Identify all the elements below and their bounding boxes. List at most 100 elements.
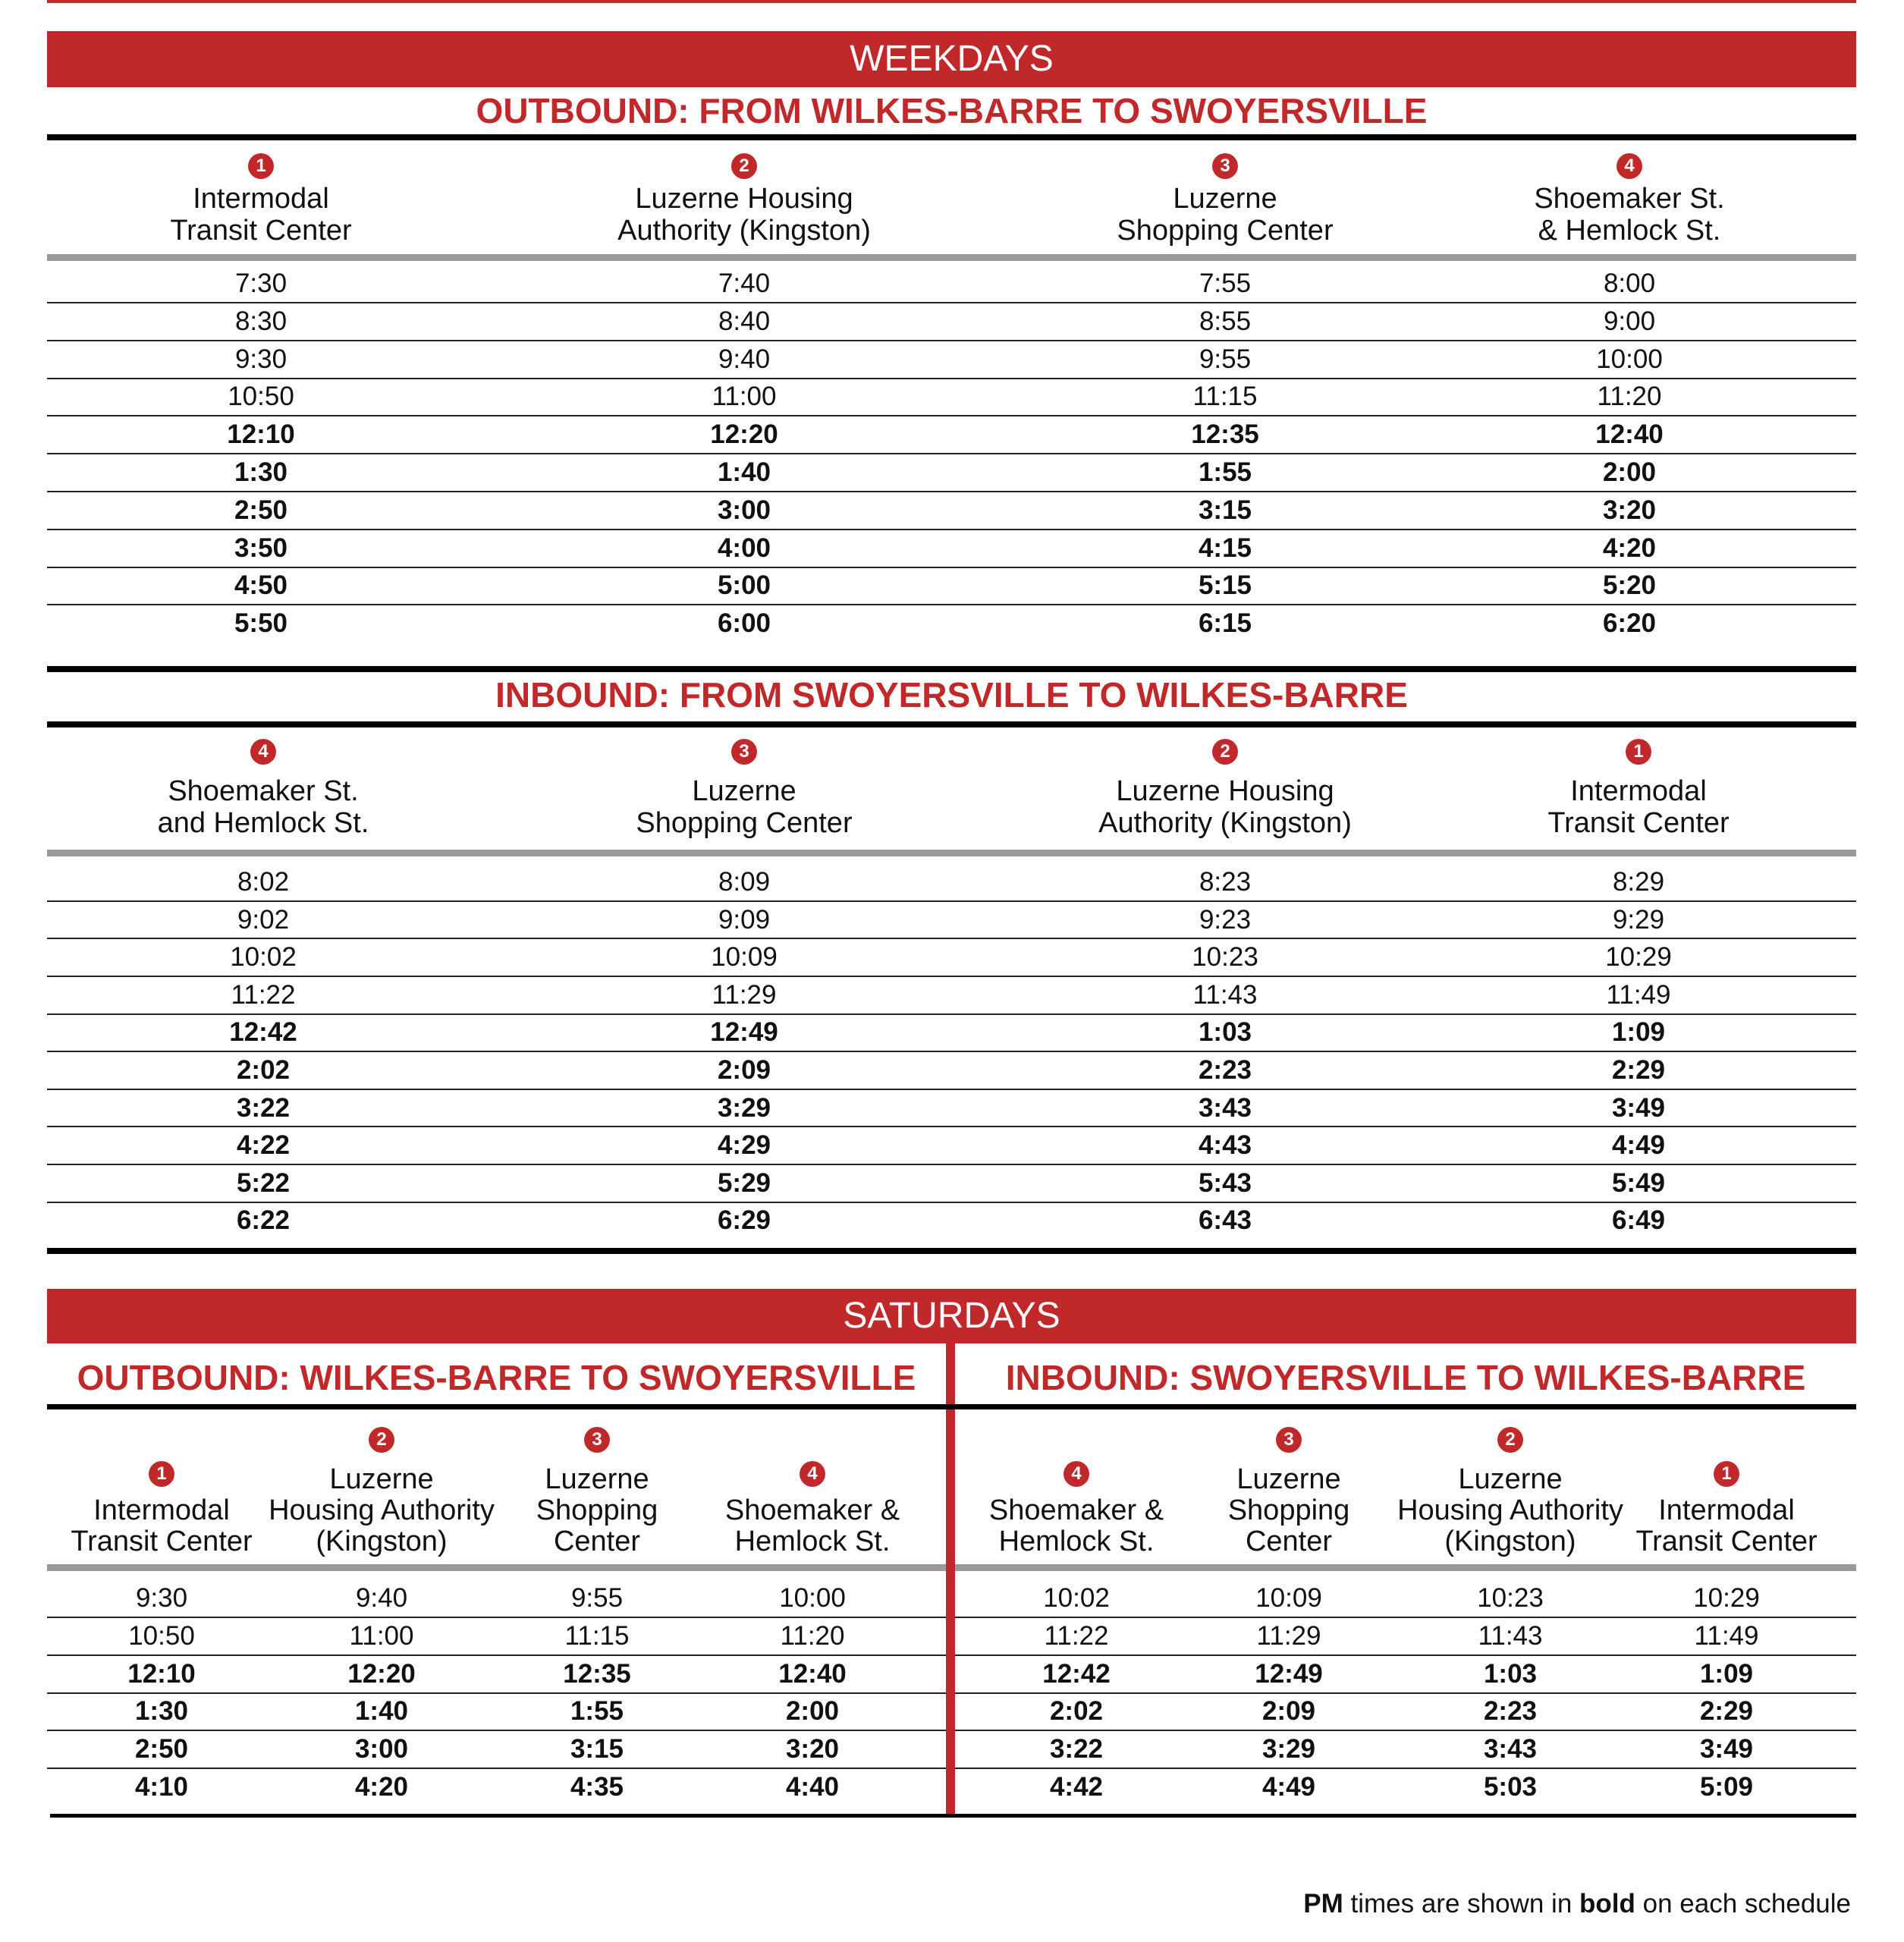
time-cell: 3:15 — [1198, 495, 1252, 525]
time-cell: 10:29 — [1605, 942, 1672, 973]
time-cell: 1:30 — [234, 457, 288, 487]
time-cell: 3:29 — [1261, 1734, 1316, 1764]
time-cell: 3:20 — [785, 1734, 840, 1764]
time-cell: 2:09 — [1261, 1696, 1316, 1727]
stop-number-badge: 4 — [1064, 1461, 1089, 1487]
row-divider — [955, 1730, 1856, 1732]
stop-name: Housing Authority — [1397, 1494, 1623, 1526]
time-cell: 12:35 — [1191, 420, 1259, 450]
time-cell: 1:40 — [354, 1696, 409, 1727]
time-cell: 4:29 — [717, 1130, 771, 1161]
stop-number-badge: 1 — [1714, 1461, 1739, 1487]
header-rule — [955, 1564, 1856, 1571]
stop-name: Intermodal — [93, 1494, 230, 1526]
time-cell: 8:30 — [234, 306, 287, 336]
time-cell: 12:20 — [347, 1658, 416, 1689]
time-cell: 10:50 — [228, 382, 294, 412]
time-cell: 11:43 — [1192, 979, 1258, 1010]
stop-name: Intermodal — [1570, 775, 1707, 807]
divider — [50, 1814, 1856, 1818]
time-cell: 11:43 — [1478, 1620, 1543, 1651]
top-rule — [47, 0, 1856, 3]
time-cell: 2:00 — [1602, 457, 1657, 487]
time-cell: 11:22 — [1044, 1620, 1109, 1651]
stop-name: Shoemaker & — [988, 1494, 1164, 1526]
time-cell: 10:23 — [1192, 942, 1258, 973]
stop-number-badge: 1 — [248, 153, 274, 179]
time-cell: 2:23 — [1483, 1696, 1538, 1727]
stop-name: Shoemaker St. — [168, 775, 359, 807]
time-cell: 4:49 — [1611, 1130, 1666, 1161]
time-cell: 8:00 — [1603, 269, 1656, 298]
time-cell: 1:40 — [717, 457, 771, 487]
time-cell: 9:55 — [570, 1583, 624, 1613]
time-cell: 5:15 — [1198, 570, 1252, 601]
row-divider — [47, 604, 1856, 606]
time-cell: 11:20 — [1597, 382, 1662, 412]
stop-name: Transit Center — [170, 215, 352, 247]
saturday-divider — [946, 1343, 955, 1817]
stop-name: Shoemaker & — [724, 1494, 900, 1526]
row-divider — [47, 1616, 946, 1618]
stop-number-badge: 3 — [584, 1427, 610, 1453]
time-cell: 1:09 — [1699, 1658, 1754, 1689]
time-cell: 4:42 — [1049, 1772, 1104, 1802]
time-cell: 11:15 — [1192, 382, 1258, 412]
row-divider — [47, 1164, 1856, 1165]
stop-name: Housing Authority — [269, 1494, 495, 1526]
time-cell: 8:09 — [718, 867, 771, 897]
time-cell: 3:22 — [1049, 1734, 1104, 1764]
time-cell: 5:29 — [717, 1167, 771, 1198]
time-cell: 6:00 — [717, 608, 771, 639]
time-cell: 2:50 — [234, 495, 288, 525]
stop-number-badge: 4 — [800, 1461, 825, 1487]
footer-note: PM times are shown in bold on each sched… — [1303, 1889, 1851, 1919]
saturdays-outbound-title: OUTBOUND: WILKES-BARRE TO SWOYERSVILLE — [77, 1358, 916, 1397]
time-cell: 9:40 — [355, 1583, 408, 1613]
time-cell: 10:50 — [128, 1620, 195, 1651]
time-cell: 2:02 — [1049, 1696, 1104, 1727]
stop-name: Luzerne Housing — [1116, 775, 1334, 807]
time-cell: 12:10 — [227, 420, 295, 450]
footer-bold: bold — [1579, 1889, 1635, 1918]
stop-name: (Kingston) — [1444, 1526, 1576, 1557]
row-divider — [47, 976, 1856, 977]
time-cell: 9:40 — [718, 344, 771, 374]
row-divider — [47, 1126, 1856, 1128]
row-divider — [47, 900, 1856, 902]
time-cell: 11:29 — [712, 979, 777, 1010]
stop-name: Luzerne — [1236, 1463, 1341, 1495]
time-cell: 5:03 — [1483, 1772, 1538, 1802]
stop-number-badge: 1 — [149, 1461, 174, 1487]
time-cell: 7:30 — [234, 269, 287, 298]
row-divider — [47, 1088, 1856, 1090]
time-cell: 12:20 — [710, 420, 778, 450]
time-cell: 2:09 — [717, 1055, 771, 1085]
time-cell: 11:20 — [780, 1620, 845, 1651]
weekdays-inbound-title: INBOUND: FROM SWOYERSVILLE TO WILKES-BAR… — [495, 675, 1408, 715]
divider — [47, 134, 1856, 140]
time-cell: 1:03 — [1198, 1017, 1252, 1048]
time-cell: 2:00 — [785, 1696, 840, 1727]
time-cell: 5:20 — [1602, 570, 1657, 601]
time-cell: 9:09 — [718, 904, 771, 935]
time-cell: 10:29 — [1693, 1583, 1760, 1613]
time-cell: 9:55 — [1199, 344, 1252, 374]
time-cell: 4:00 — [717, 533, 771, 563]
time-cell: 4:20 — [354, 1772, 409, 1802]
row-divider — [47, 339, 1856, 341]
time-cell: 10:02 — [230, 942, 297, 973]
time-cell: 11:22 — [231, 979, 296, 1010]
time-cell: 10:09 — [1255, 1583, 1322, 1613]
time-cell: 12:49 — [710, 1017, 778, 1048]
row-divider — [47, 938, 1856, 940]
stop-name: Luzerne Housing — [635, 183, 853, 215]
time-cell: 7:55 — [1199, 269, 1252, 298]
time-cell: 1:09 — [1611, 1017, 1666, 1048]
time-cell: 6:20 — [1602, 608, 1657, 639]
time-cell: 9:30 — [234, 344, 287, 374]
saturdays-inbound-title: INBOUND: SWOYERSVILLE TO WILKES-BARRE — [1005, 1358, 1806, 1397]
stop-name: Luzerne — [1458, 1463, 1563, 1495]
time-cell: 8:02 — [237, 867, 290, 897]
header-rule — [47, 850, 1856, 856]
